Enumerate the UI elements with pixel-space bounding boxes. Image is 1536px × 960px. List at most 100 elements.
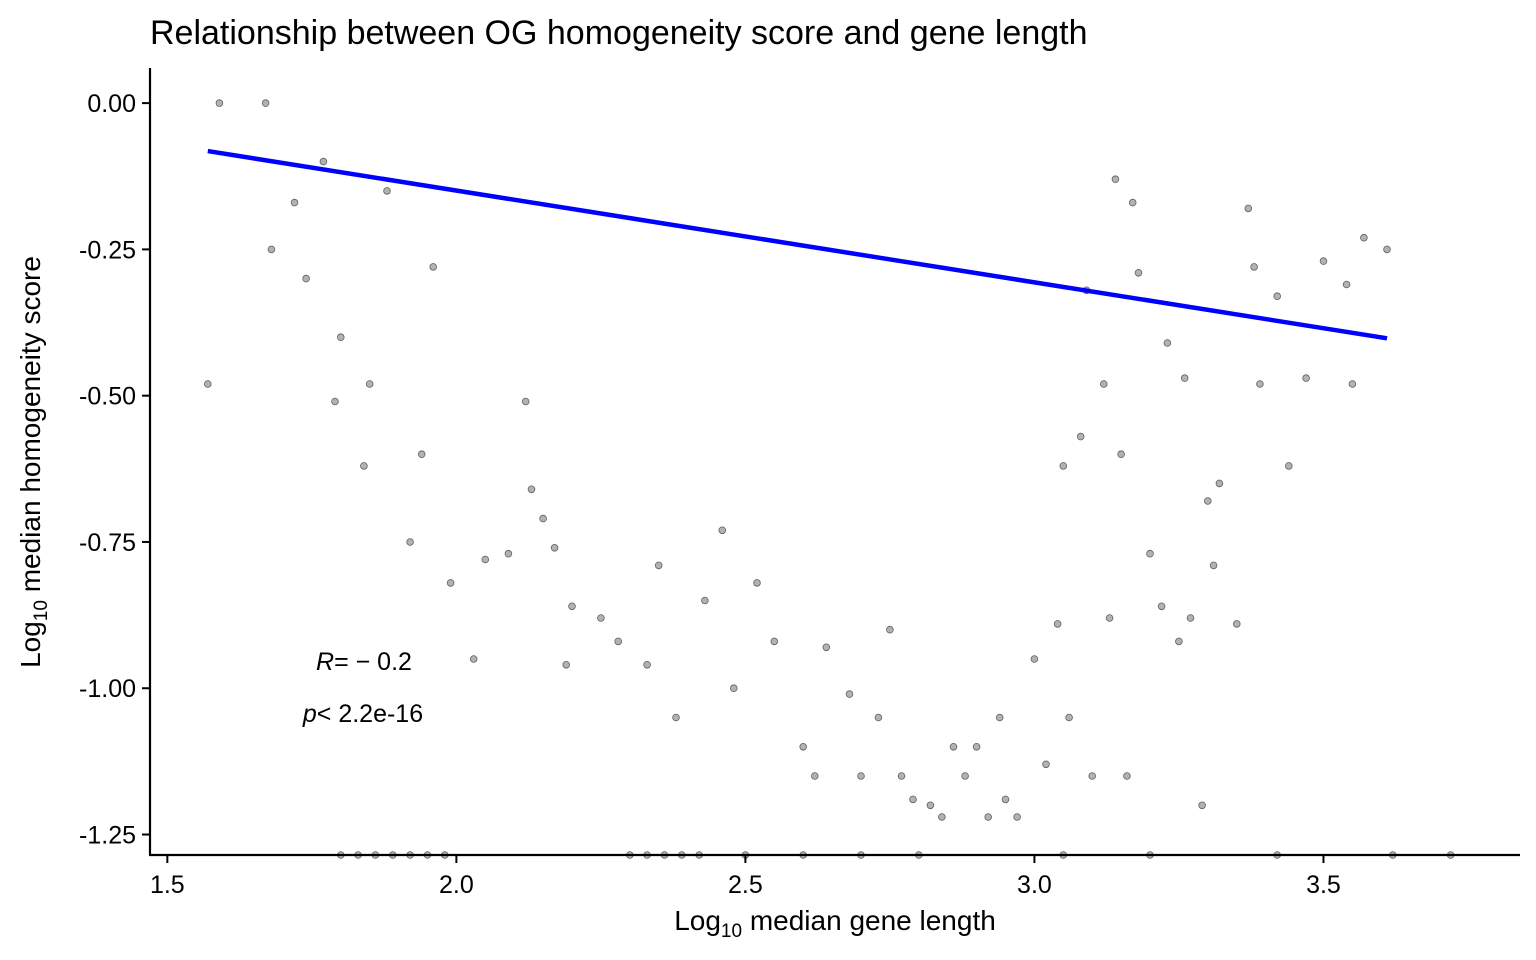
data-point (417, 450, 426, 459)
data-point (1001, 795, 1010, 804)
data-point (1065, 713, 1073, 722)
data-point (643, 660, 651, 669)
data-point (984, 813, 992, 821)
data-point (597, 614, 605, 622)
x-ticks: 1.5 2.0 2.5 3.0 3.5 (150, 855, 1341, 899)
x-tick-label: 3.0 (1017, 871, 1052, 899)
p-value-annotation: p< 2.2e-16 (302, 700, 423, 728)
data-point (215, 99, 224, 107)
data-point (527, 485, 536, 494)
data-point (1123, 772, 1131, 780)
data-point (365, 380, 374, 388)
y-tick-label: -1.00 (79, 675, 136, 703)
data-point (521, 397, 530, 406)
x-axis-label-subscript: 10 (721, 921, 742, 942)
data-point (1342, 280, 1351, 289)
data-point (753, 579, 761, 587)
data-point (1256, 380, 1264, 388)
data-point (1273, 292, 1281, 301)
data-point (1204, 497, 1212, 505)
regression-fit (207, 148, 1388, 341)
x-axis-label-prefix: Log (674, 905, 721, 936)
data-point (1030, 655, 1039, 663)
data-point (1175, 637, 1183, 646)
x-axis-label-rest: median gene length (742, 905, 996, 936)
data-point (1244, 204, 1253, 213)
y-ticks: 0.00 -0.25 -0.50 -0.75 -1.00 -1.25 (79, 90, 150, 850)
data-point (302, 274, 310, 283)
data-point (267, 245, 276, 254)
correlation-annotation: R= − 0.2 (316, 648, 412, 676)
data-point (1059, 462, 1068, 470)
data-points (204, 99, 1455, 859)
data-point (961, 772, 969, 780)
data-point (446, 579, 455, 587)
y-axis-label-rest: median homogeneity score (15, 256, 46, 600)
data-point (1146, 549, 1154, 558)
data-point (1111, 175, 1120, 184)
data-point (770, 637, 779, 646)
chart-title: Relationship between OG homogeneity scor… (150, 14, 1088, 52)
data-point (406, 538, 414, 546)
regression-line (207, 148, 1388, 341)
x-tick-label: 2.5 (728, 871, 763, 899)
data-point (1088, 772, 1096, 780)
data-point (1186, 614, 1195, 622)
data-point (1319, 257, 1328, 265)
r-value: = − 0.2 (334, 648, 412, 676)
y-tick-label: -0.50 (79, 383, 136, 411)
data-point (568, 602, 576, 611)
data-point (1383, 245, 1391, 254)
data-point (799, 742, 807, 751)
data-point (1302, 374, 1310, 382)
data-point (1250, 263, 1258, 271)
data-point (729, 684, 738, 692)
data-point (1348, 380, 1357, 388)
data-point (972, 742, 981, 751)
data-point (1076, 432, 1085, 441)
data-point (469, 655, 478, 663)
data-point (614, 637, 622, 646)
data-point (562, 660, 570, 669)
data-point (874, 713, 883, 722)
p-value: < 2.2e-16 (317, 700, 423, 728)
data-point (926, 801, 935, 810)
data-point (1134, 268, 1143, 277)
x-axis-label: Log10 median gene length (674, 905, 996, 942)
data-point (383, 187, 391, 195)
data-point (1105, 614, 1114, 622)
data-point (319, 157, 328, 166)
data-point (845, 690, 854, 698)
data-point (1215, 479, 1224, 488)
data-point (1117, 450, 1125, 459)
data-point (204, 380, 212, 388)
data-point (1198, 801, 1206, 810)
y-tick-label: -0.25 (79, 236, 136, 264)
data-point (822, 643, 831, 652)
data-point (481, 555, 490, 564)
data-point (290, 198, 299, 207)
data-point (897, 772, 906, 780)
data-point (261, 99, 270, 107)
y-tick-label: -1.25 (79, 822, 136, 850)
data-point (1042, 760, 1050, 769)
x-tick-label: 2.0 (439, 871, 474, 899)
data-point (995, 713, 1004, 722)
data-point (718, 526, 727, 535)
data-point (810, 772, 819, 780)
data-point (1209, 561, 1218, 570)
y-axis-label: Log10 median homogeneity score (15, 256, 52, 668)
data-point (701, 596, 709, 605)
data-point (1128, 198, 1137, 207)
data-point (1163, 339, 1172, 347)
data-point (1233, 620, 1241, 628)
data-point (539, 514, 547, 523)
p-label: p (302, 700, 317, 728)
data-point (360, 462, 368, 470)
data-point (1100, 380, 1108, 388)
y-axis-label-subscript: 10 (31, 600, 52, 621)
data-point (909, 795, 917, 804)
data-point (550, 543, 559, 552)
data-point (654, 561, 663, 570)
data-point (429, 263, 438, 271)
